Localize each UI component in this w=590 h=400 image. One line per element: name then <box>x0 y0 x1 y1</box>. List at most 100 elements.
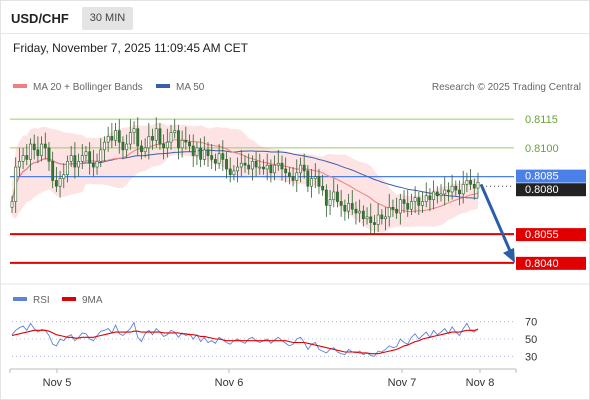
candle-down <box>191 145 195 156</box>
candle-up <box>276 162 280 166</box>
candle-up <box>332 191 336 200</box>
candle-up <box>40 143 43 156</box>
candle-down <box>121 141 125 151</box>
candle-down <box>262 166 265 170</box>
level-badge-0.8080 <box>516 183 586 197</box>
candle-down <box>206 149 210 156</box>
candle-up <box>106 136 110 143</box>
candle-down <box>343 205 347 212</box>
candle-up <box>14 166 18 202</box>
candle-up <box>180 139 184 149</box>
candle-down <box>243 162 247 166</box>
candle-down <box>306 170 310 187</box>
level-label-0.8080: 0.8080 <box>525 184 559 196</box>
candle-down <box>225 159 228 170</box>
candle-down <box>350 203 354 210</box>
candle-down <box>435 191 439 197</box>
rsi-ma-legend-swatch <box>62 297 76 301</box>
rsi-ma-legend-label: 9MA <box>82 295 103 306</box>
time-tick-label: Nov 8 <box>466 377 495 389</box>
candle-up <box>450 185 454 193</box>
candle-down <box>402 199 406 204</box>
candle-down <box>214 159 217 164</box>
rsi-tick-30: 30 <box>525 351 537 363</box>
candle-up <box>29 143 32 160</box>
candle-up <box>424 195 428 202</box>
candle-down <box>269 164 273 174</box>
candle-up <box>10 201 14 208</box>
candle-down <box>140 145 143 153</box>
candle-down <box>25 155 29 160</box>
rsi-line <box>11 321 479 357</box>
candle-down <box>458 189 461 195</box>
candle-up <box>299 164 302 174</box>
candle-up <box>250 161 254 170</box>
candle-down <box>117 130 121 143</box>
candle-down <box>228 168 232 176</box>
candle-up <box>387 206 391 218</box>
candle-down <box>406 203 410 210</box>
candle-up <box>358 210 362 214</box>
candle-up <box>62 174 66 179</box>
candle-down <box>454 185 458 191</box>
chart-header: USD/CHF 30 MIN <box>0 0 590 34</box>
forecast-arrow <box>479 183 512 252</box>
candle-down <box>317 176 321 187</box>
candle-up <box>147 136 151 149</box>
time-tick-label: Nov 7 <box>388 377 417 389</box>
level-label-0.8115: 0.8115 <box>525 114 558 126</box>
candle-down <box>469 180 473 185</box>
candle-up <box>95 161 99 168</box>
candle-down <box>210 155 214 160</box>
candle-down <box>184 139 188 143</box>
candle-down <box>73 155 77 168</box>
candle-down <box>395 208 399 214</box>
candle-up <box>66 161 69 176</box>
candle-down <box>221 153 225 160</box>
candle-down <box>158 128 162 145</box>
time-tick-label: Nov 6 <box>215 377 244 389</box>
candle-up <box>232 170 236 176</box>
candle-down <box>32 143 36 151</box>
ma20-legend-swatch <box>13 84 27 88</box>
candle-up <box>432 191 436 200</box>
candle-up <box>295 172 299 181</box>
candle-down <box>321 185 325 191</box>
candle-up <box>21 155 25 162</box>
candle-down <box>380 214 384 220</box>
level-badge-0.8040 <box>516 256 586 270</box>
ma50-legend-swatch <box>156 84 170 88</box>
candle-up <box>410 201 413 210</box>
rsi-panel: 70 50 30 <box>11 317 537 363</box>
rsi-tick-50: 50 <box>525 334 537 346</box>
candle-up <box>103 141 106 151</box>
symbol-title: USD/CHF <box>11 11 69 26</box>
candle-up <box>202 149 206 160</box>
level-label-0.8055: 0.8055 <box>525 229 559 241</box>
candle-down <box>151 136 154 141</box>
bollinger-band <box>12 122 478 233</box>
candle-up <box>328 199 332 206</box>
candle-down <box>110 136 114 141</box>
rsi-legend-swatch <box>13 297 27 301</box>
candle-up <box>376 214 380 225</box>
level-label-0.8085: 0.8085 <box>525 171 559 183</box>
candle-down <box>136 128 140 147</box>
candle-up <box>313 176 317 179</box>
level-label-0.8100: 0.8100 <box>525 143 559 155</box>
candle-down <box>354 208 358 214</box>
candle-down <box>280 162 284 170</box>
candle-up <box>195 147 199 156</box>
candle-up <box>128 132 132 145</box>
candle-up <box>439 193 443 197</box>
candle-up <box>239 162 243 168</box>
candle-up <box>413 197 417 202</box>
timeframe-button[interactable]: 30 MIN <box>82 7 133 30</box>
candle-up <box>217 153 221 164</box>
candle-down <box>199 147 203 160</box>
candle-up <box>347 203 350 212</box>
candle-up <box>165 141 169 149</box>
candle-down <box>36 149 40 156</box>
